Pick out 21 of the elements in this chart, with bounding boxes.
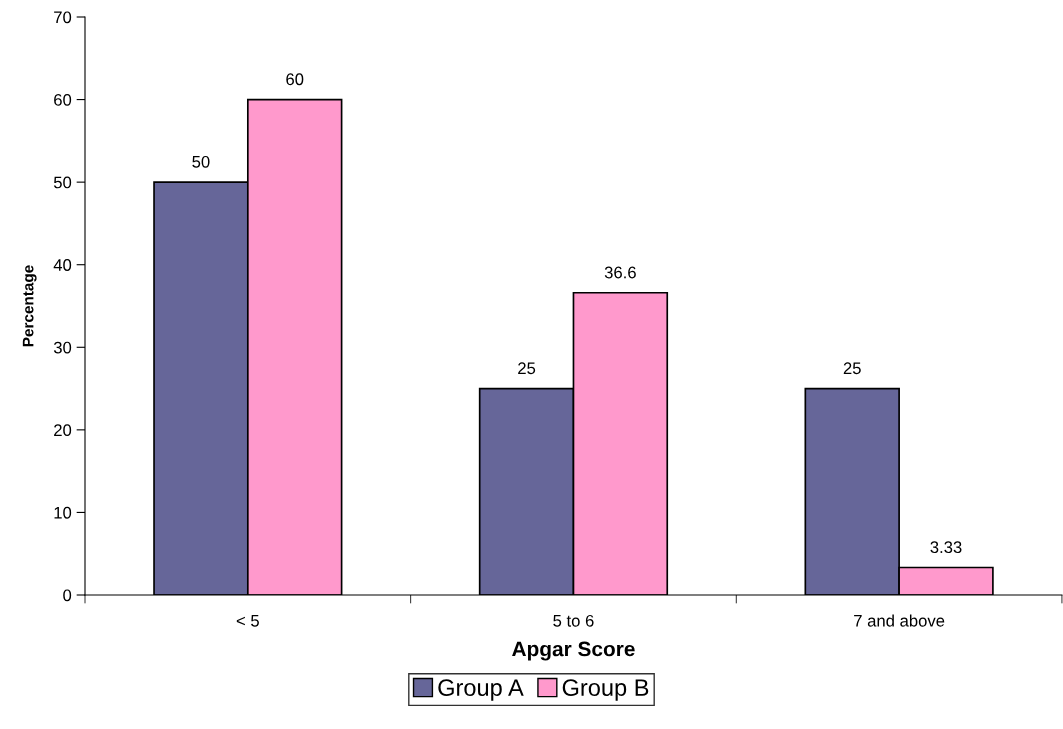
data-label: 50 — [192, 155, 210, 168]
legend-label: Group A — [438, 679, 524, 701]
legend-label: Group B — [562, 679, 649, 701]
y-tick-label: 70 — [54, 11, 72, 24]
y-tick-label: 10 — [54, 506, 72, 519]
y-tick-label: 0 — [63, 589, 72, 602]
data-label: 3.33 — [930, 541, 962, 554]
data-label: 25 — [843, 362, 861, 375]
x-axis-title: Apgar Score — [512, 641, 635, 661]
y-tick-label: 40 — [53, 259, 72, 271]
y-tick-label: 60 — [54, 93, 72, 106]
y-tick-label: 50 — [53, 176, 72, 189]
data-label: 25 — [518, 362, 536, 375]
x-tick-label: 5 to 6 — [553, 614, 594, 627]
y-tick-label: 30 — [53, 341, 72, 354]
x-tick-label: 7 and above — [854, 614, 945, 627]
data-label: 36.6 — [604, 266, 636, 279]
data-label: 60 — [286, 73, 304, 86]
x-tick-label: < 5 — [236, 615, 259, 627]
y-axis-title: Percentage — [22, 265, 37, 347]
y-tick-label: 20 — [54, 424, 72, 437]
